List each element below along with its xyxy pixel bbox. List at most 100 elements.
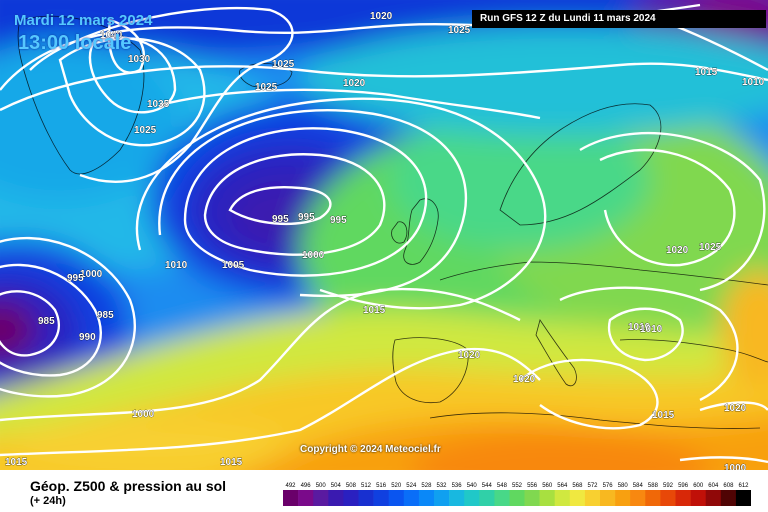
geopotential-field (0, 0, 768, 470)
legend-value: 496 (301, 483, 312, 489)
legend-value: 604 (708, 483, 719, 489)
copyright-notice: Copyright © 2024 Meteociel.fr (300, 444, 441, 455)
legend-value: 564 (557, 483, 568, 489)
legend-swatch (705, 490, 722, 506)
legend-value: 608 (723, 483, 734, 489)
isobar-label: 1015 (652, 410, 675, 421)
color-scale-legend: 492 496 500 504 508 512 516 520 524 528 532 536 540 5… (283, 483, 751, 506)
isobar-labels: 1040 1035 1030 1025 1025 1025 1025 1020 … (5, 11, 765, 470)
isobar-label: 1010 (628, 322, 651, 333)
legend-swatch (569, 490, 586, 506)
legend-value: 572 (587, 483, 598, 489)
legend-swatch (690, 490, 706, 506)
legend-swatch (403, 490, 420, 506)
legend-value: 524 (406, 483, 417, 489)
legend-swatch (373, 490, 389, 506)
legend-value: 568 (572, 483, 583, 489)
isobar-label: 1010 (742, 77, 765, 88)
legend-swatch (509, 490, 525, 506)
legend-swatch (313, 490, 329, 506)
legend-swatch (584, 490, 601, 506)
legend-value: 600 (693, 483, 704, 489)
legend-value: 552 (512, 483, 523, 489)
isobar-label: 995 (272, 214, 289, 225)
legend-value: 508 (346, 483, 357, 489)
legend-swatch (645, 490, 661, 506)
isobar-label: 1035 (147, 99, 170, 110)
isobar-label: 995 (330, 215, 347, 226)
isobar-label: 1015 (363, 305, 386, 316)
legend-swatch (434, 490, 450, 506)
isobar-label: 1000 (302, 250, 325, 261)
weather-map: 1040 1035 1030 1025 1025 1025 1025 1020 … (0, 0, 768, 470)
legend-value: 556 (527, 483, 538, 489)
model-run-label: Run GFS 12 Z du Lundi 11 mars 2024 (472, 10, 766, 28)
legend-value: 592 (663, 483, 674, 489)
legend-swatch (675, 490, 691, 506)
legend-swatch (358, 490, 374, 506)
isobar-label: 1010 (640, 324, 663, 335)
legend-swatch (720, 490, 737, 506)
legend-swatch (479, 490, 495, 506)
isobar-label: 1020 (458, 350, 481, 361)
isobar-label: 995 (67, 273, 84, 284)
isobar-label: 985 (97, 310, 114, 321)
legend-swatch (600, 490, 616, 506)
legend-value: 584 (633, 483, 644, 489)
isobar-label: 1015 (220, 457, 243, 468)
legend-value: 500 (316, 483, 327, 489)
coastlines (17, 15, 768, 429)
isobar-label: 1000 (80, 269, 103, 280)
isobar-label: 1025 (272, 59, 295, 70)
legend-swatch (283, 490, 299, 506)
isobar-label: 1010 (165, 260, 188, 271)
forecast-time: 13:00 locale (18, 32, 132, 54)
legend-value: 596 (678, 483, 689, 489)
legend-value: 536 (452, 483, 463, 489)
legend-value: 580 (618, 483, 629, 489)
isobar-label: 1020 (513, 374, 536, 385)
isobar-label: 985 (38, 316, 55, 327)
isobar-label: 1020 (343, 78, 366, 89)
isobar-label: 1025 (134, 125, 157, 136)
isobar-label: 995 (298, 212, 315, 223)
legend-swatch (328, 490, 344, 506)
isobar-label: 1025 (448, 25, 471, 36)
map-title: Géop. Z500 & pression au sol (30, 478, 227, 494)
legend-value: 560 (542, 483, 553, 489)
legend-value: 532 (436, 483, 447, 489)
isobar-label: 1025 (255, 82, 278, 93)
isobar-label: 1020 (370, 11, 393, 22)
legend-swatch (615, 490, 631, 506)
legend-value: 576 (603, 483, 614, 489)
legend-value: 540 (467, 483, 478, 489)
legend-swatch (449, 490, 465, 506)
legend-swatch (343, 490, 359, 506)
isobar-label: 1030 (128, 54, 151, 65)
legend-swatch (418, 490, 435, 506)
legend-swatch (735, 490, 751, 506)
legend-value: 516 (376, 483, 387, 489)
legend-swatch (630, 490, 646, 506)
isobar-label: 1025 (699, 242, 722, 253)
isobar-label: 1005 (222, 260, 245, 271)
legend-value: 512 (361, 483, 372, 489)
legend-swatch (464, 490, 480, 506)
legend-swatch (388, 490, 405, 506)
isobar-label: 1040 (100, 30, 123, 41)
isobar-label: 990 (79, 332, 96, 343)
legend-swatch (539, 490, 555, 506)
legend-value: 588 (648, 483, 659, 489)
legend-swatch (554, 490, 571, 506)
legend-swatch (660, 490, 676, 506)
legend-swatch (494, 490, 510, 506)
isobar-label: 1015 (695, 67, 718, 78)
isobar-label: 1020 (666, 245, 689, 256)
isobar-label: 1020 (724, 403, 747, 414)
legend-swatch (298, 490, 314, 506)
map-footer: Géop. Z500 & pression au sol (+ 24h) 492… (0, 470, 768, 512)
forecast-date: Mardi 12 mars 2024 (14, 12, 153, 29)
legend-value: 612 (738, 483, 749, 489)
legend-value: 544 (482, 483, 493, 489)
